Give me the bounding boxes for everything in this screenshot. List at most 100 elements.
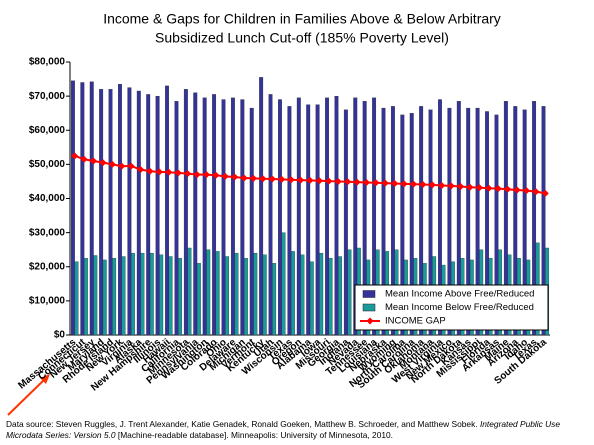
- bar: [89, 81, 94, 336]
- bar: [99, 89, 104, 336]
- bar: [221, 99, 226, 336]
- bar: [140, 252, 145, 336]
- bar: [121, 256, 126, 336]
- marker: [137, 165, 145, 173]
- marker: [297, 176, 305, 184]
- bar: [112, 258, 117, 336]
- bar: [328, 258, 333, 336]
- marker: [438, 182, 446, 190]
- y-tick-label: $40,000: [29, 193, 66, 204]
- bar: [503, 101, 508, 336]
- bar: [278, 99, 282, 336]
- bar: [93, 255, 98, 336]
- marker: [287, 176, 295, 184]
- marker: [334, 177, 342, 185]
- marker: [306, 176, 314, 184]
- marker: [80, 155, 88, 163]
- bar: [300, 254, 305, 336]
- bar: [259, 77, 264, 336]
- bar: [272, 263, 277, 336]
- bar: [70, 80, 75, 336]
- legend-swatch: [366, 317, 374, 325]
- marker: [541, 189, 549, 197]
- bar: [522, 109, 527, 336]
- marker: [447, 182, 455, 190]
- marker: [221, 172, 229, 180]
- marker: [513, 186, 521, 194]
- marker: [212, 171, 220, 179]
- bar: [456, 101, 461, 336]
- bar: [541, 106, 546, 336]
- marker: [278, 175, 286, 183]
- marker: [400, 180, 408, 188]
- bar: [347, 249, 352, 336]
- bar: [159, 254, 164, 336]
- marker: [268, 175, 276, 183]
- bar: [428, 109, 433, 336]
- bar: [165, 85, 169, 336]
- marker: [325, 177, 333, 185]
- bar: [149, 252, 154, 336]
- marker: [155, 168, 163, 176]
- y-tick-label: $0: [54, 330, 66, 341]
- marker: [391, 179, 399, 187]
- marker: [184, 170, 192, 178]
- bar: [353, 97, 358, 336]
- bar: [447, 107, 452, 336]
- bar: [400, 114, 405, 336]
- bar: [178, 258, 182, 336]
- bar: [215, 251, 220, 336]
- marker: [457, 183, 465, 191]
- marker: [240, 174, 248, 182]
- marker: [532, 188, 540, 196]
- marker: [90, 157, 98, 165]
- source: [Machine-readable database]. Minneapolis…: [115, 430, 394, 440]
- marker: [315, 177, 323, 185]
- marker: [71, 152, 79, 160]
- bar: [338, 256, 342, 336]
- bar: [146, 94, 151, 336]
- bar: [155, 95, 160, 336]
- bar: [240, 99, 245, 336]
- bar: [253, 252, 258, 336]
- marker: [494, 185, 502, 193]
- bar: [212, 94, 217, 336]
- bar: [80, 82, 85, 336]
- bar: [319, 252, 324, 336]
- marker: [428, 181, 436, 189]
- bar: [202, 97, 207, 336]
- marker: [504, 185, 512, 193]
- marker: [485, 184, 493, 192]
- bar: [268, 94, 273, 336]
- source: Data source: Steven Ruggles, J. Trent Al…: [6, 419, 480, 429]
- marker: [410, 180, 418, 188]
- bar: [243, 258, 248, 336]
- marker: [475, 184, 483, 192]
- chart-title: Income & Gaps for Children in Families A…: [103, 11, 501, 27]
- bar: [513, 106, 518, 336]
- bar: [532, 101, 537, 336]
- bar: [419, 106, 424, 336]
- bar: [343, 109, 348, 336]
- arrow-head: [40, 374, 50, 384]
- marker: [165, 168, 173, 176]
- marker: [231, 173, 239, 181]
- bar: [281, 232, 286, 336]
- bar: [438, 99, 442, 336]
- bar: [193, 92, 198, 336]
- bar: [249, 107, 254, 336]
- bar: [466, 107, 471, 336]
- legend-swatch: [362, 290, 376, 298]
- legend-label: INCOME GAP: [385, 316, 446, 327]
- bar: [309, 261, 314, 336]
- marker: [174, 169, 182, 177]
- bar: [168, 256, 173, 336]
- bar: [291, 251, 295, 336]
- bar: [225, 256, 230, 336]
- bar: [485, 111, 489, 336]
- marker: [127, 162, 135, 170]
- y-tick-label: $30,000: [29, 227, 66, 238]
- y-tick-label: $50,000: [29, 159, 66, 170]
- bar: [127, 87, 132, 336]
- legend-box: [354, 284, 549, 331]
